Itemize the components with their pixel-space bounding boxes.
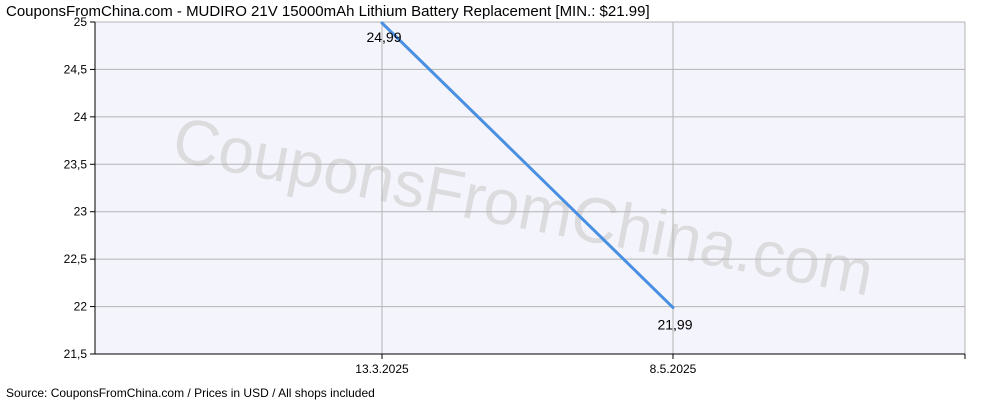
plot-area xyxy=(95,22,965,354)
y-tick-label: 22,5 xyxy=(64,252,88,266)
y-tick-label: 24 xyxy=(74,110,88,124)
data-label: 24,99 xyxy=(366,29,401,45)
y-tick-label: 21,5 xyxy=(64,347,88,361)
y-tick-label: 23 xyxy=(74,205,88,219)
y-tick-label: 24,5 xyxy=(64,62,88,76)
axes xyxy=(94,22,965,355)
source-note: Source: CouponsFromChina.com / Prices in… xyxy=(6,386,375,400)
series-group: 24,99 21,99 xyxy=(366,21,693,333)
x-tick-label: 8.5.2025 xyxy=(650,362,697,376)
chart-title: CouponsFromChina.com - MUDIRO 21V 15000m… xyxy=(6,3,650,20)
series-line xyxy=(380,21,675,310)
data-label: 21,99 xyxy=(657,317,692,333)
y-tick-label: 22 xyxy=(74,300,88,314)
grid-lines xyxy=(95,21,966,355)
y-axis-ticks: 21,5 22 22,5 23 23,5 24 24,5 25 xyxy=(64,15,95,361)
y-tick-label: 25 xyxy=(74,15,88,29)
x-axis-ticks: 13.3.2025 8.5.2025 xyxy=(355,354,966,376)
y-tick-label: 23,5 xyxy=(64,157,88,171)
x-tick-label: 13.3.2025 xyxy=(355,362,409,376)
